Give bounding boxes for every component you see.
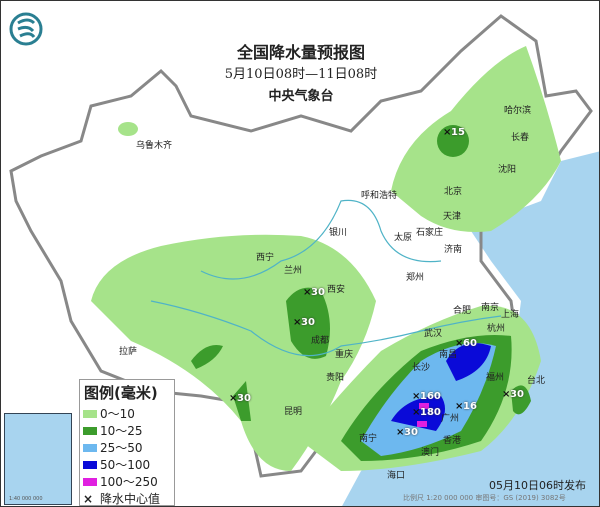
rain-ne-light (391, 46, 561, 232)
rain-west-mid (191, 287, 330, 421)
legend-label: 降水中心值 (100, 492, 161, 506)
cross-icon: × (303, 287, 312, 298)
city-label: 贵阳 (326, 373, 345, 383)
city-label: 乌鲁木齐 (136, 141, 173, 151)
center-value: 30 (404, 427, 418, 438)
city-label: 海口 (387, 471, 406, 481)
rain-south-50 (391, 343, 491, 431)
city-label: 杭州 (487, 324, 506, 334)
city-label: 哈尔滨 (504, 106, 532, 116)
city-label: 台北 (527, 376, 546, 386)
city-label: 沈阳 (498, 165, 517, 175)
city-label: 石家庄 (416, 228, 444, 238)
sea (342, 151, 599, 506)
cross-icon: × (396, 427, 405, 438)
cross-icon: × (443, 127, 452, 138)
legend-item: 10～25 (80, 422, 174, 439)
cross-icon: × (293, 317, 302, 328)
city-label: 福州 (486, 373, 505, 383)
legend-item: 100～250 (80, 473, 174, 490)
city-label: 郑州 (406, 273, 425, 283)
city-label: 长春 (511, 133, 530, 143)
cma-logo-icon (9, 12, 43, 46)
city-label: 南宁 (359, 434, 378, 444)
center-value: 30 (237, 393, 251, 404)
city-label: 西宁 (256, 253, 275, 263)
cross-icon: × (502, 389, 511, 400)
legend-label: 100～250 (100, 475, 158, 489)
city-label: 呼和浩特 (361, 191, 398, 201)
legend-item: 0～10 (80, 405, 174, 422)
city-label: 广州 (441, 414, 460, 424)
inset-scale: 1:40 000 000 (9, 496, 43, 502)
cross-icon: × (83, 491, 94, 506)
city-label: 上海 (501, 310, 520, 320)
cross-icon: × (455, 338, 464, 349)
cross-icon: × (412, 407, 421, 418)
center-value: 60 (463, 338, 477, 349)
city-label: 南昌 (439, 350, 458, 360)
south-china-sea-inset: 1:40 000 000 (4, 413, 72, 505)
city-label: 昆明 (284, 407, 303, 417)
center-value: 160 (420, 391, 441, 402)
legend: 图例(毫米) 0～10 10～25 25～50 50～100 100～250 × 降水中心值 (79, 379, 175, 506)
city-label: 香港 (443, 436, 462, 446)
city-label: 成都 (311, 336, 330, 346)
center-value: 15 (451, 127, 465, 138)
legend-item: 25～50 (80, 439, 174, 456)
legend-label: 25～50 (100, 441, 143, 455)
center-value: 180 (420, 407, 441, 418)
city-label: 银川 (329, 228, 348, 238)
rain-xj (118, 122, 138, 136)
city-label: 太原 (394, 233, 413, 243)
city-label: 西安 (327, 285, 346, 295)
legend-title: 图例(毫米) (84, 384, 158, 402)
city-label: 兰州 (284, 266, 303, 276)
center-value: 16 (463, 401, 477, 412)
city-label: 长沙 (412, 363, 431, 373)
agency-name: 中央气象台 (268, 89, 334, 104)
center-value: 30 (301, 317, 315, 328)
yellow-river (200, 199, 442, 280)
city-label: 拉萨 (119, 347, 138, 357)
city-label: 北京 (444, 187, 463, 197)
city-label: 南京 (481, 303, 500, 313)
rain-south-100 (417, 403, 429, 427)
cross-icon: × (229, 393, 238, 404)
legend-swatch (83, 460, 97, 469)
issued-time: 05月10日06时发布 (489, 479, 586, 492)
rain-ne-mid (437, 125, 469, 157)
city-label: 天津 (443, 212, 462, 222)
city-label: 济南 (444, 245, 463, 255)
forecast-period: 5月10日08时—11日08时 (224, 67, 378, 82)
city-label: 合肥 (453, 306, 472, 316)
city-label: 武汉 (424, 329, 443, 339)
legend-item: × 降水中心值 (80, 490, 174, 507)
legend-swatch (83, 426, 97, 435)
legend-label: 0～10 (100, 407, 135, 421)
legend-item: 50～100 (80, 456, 174, 473)
yangtze-river (150, 300, 502, 357)
cross-icon: × (412, 391, 421, 402)
legend-swatch (83, 443, 97, 452)
legend-label: 50～100 (100, 458, 151, 472)
city-label: 重庆 (335, 350, 354, 360)
center-value: 30 (510, 389, 524, 400)
legend-swatch (83, 477, 97, 486)
city-label: 澳门 (421, 448, 440, 458)
center-value: 30 (311, 287, 325, 298)
scale-note: 比例尺 1:20 000 000 审图号：GS (2019) 3082号 (403, 494, 566, 502)
cross-icon: × (455, 401, 464, 412)
legend-swatch (83, 409, 97, 418)
legend-label: 10～25 (100, 424, 143, 438)
map-title: 全国降水量预报图 (236, 43, 365, 62)
